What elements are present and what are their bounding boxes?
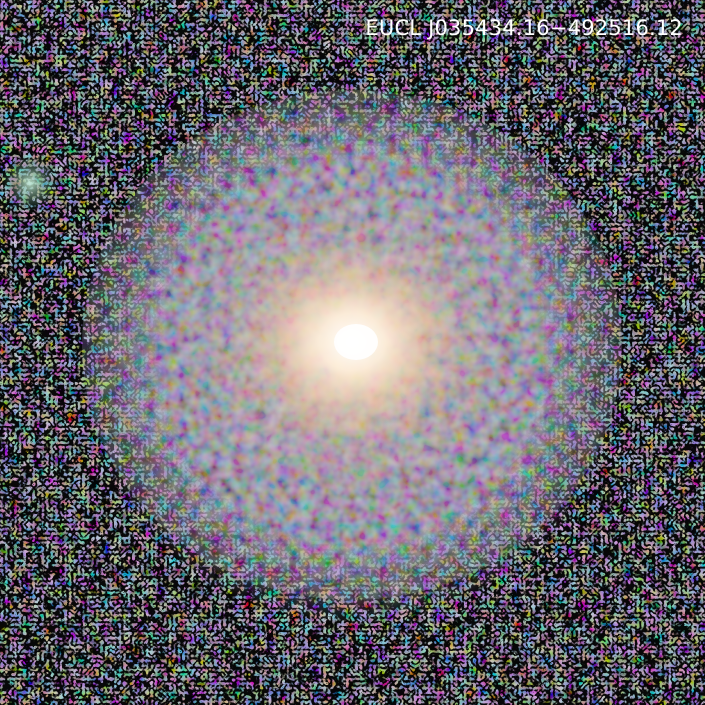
foreground-star	[2, 155, 58, 211]
object-id-label: EUCL J035434.16−492516.12	[365, 16, 683, 40]
galaxy-nucleus	[334, 324, 378, 360]
